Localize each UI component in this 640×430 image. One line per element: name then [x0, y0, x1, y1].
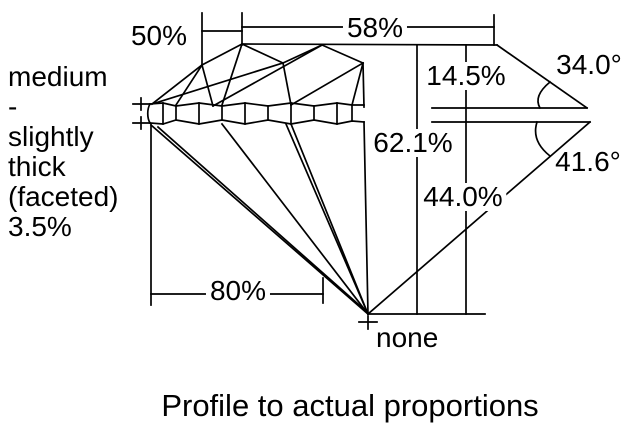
stone-outline	[241, 43, 592, 316]
girdle-description-line: slightly	[8, 121, 94, 152]
culet-label: none	[376, 322, 439, 353]
girdle-description-line: -	[8, 91, 18, 122]
pavilion-depth-label: 44.0%	[419, 183, 507, 211]
crown-facets	[150, 42, 365, 108]
pavilion-facets	[149, 121, 370, 316]
crown-angle-label: 34.0°	[556, 49, 622, 80]
girdle-description-line: 3.5%	[8, 211, 72, 242]
total-depth-label: 62.1%	[369, 129, 457, 157]
girdle-description-line: medium	[8, 61, 108, 92]
diagram-caption: Profile to actual proportions	[161, 388, 539, 423]
pavilion-angle-label: 41.6°	[555, 146, 621, 177]
angle-arcs	[534, 80, 552, 158]
lower-girdle-length-label: 80%	[205, 277, 271, 305]
girdle-description: medium - slightly thick (faceted) 3.5%	[8, 62, 119, 242]
girdle-description-line: (faceted)	[8, 181, 119, 212]
girdle-facets	[146, 102, 365, 125]
star-length-label: 50%	[130, 20, 188, 51]
girdle-description-line: thick	[8, 151, 66, 182]
table-size-label: 58%	[342, 14, 408, 42]
crown-height-label: 14.5%	[422, 62, 510, 90]
